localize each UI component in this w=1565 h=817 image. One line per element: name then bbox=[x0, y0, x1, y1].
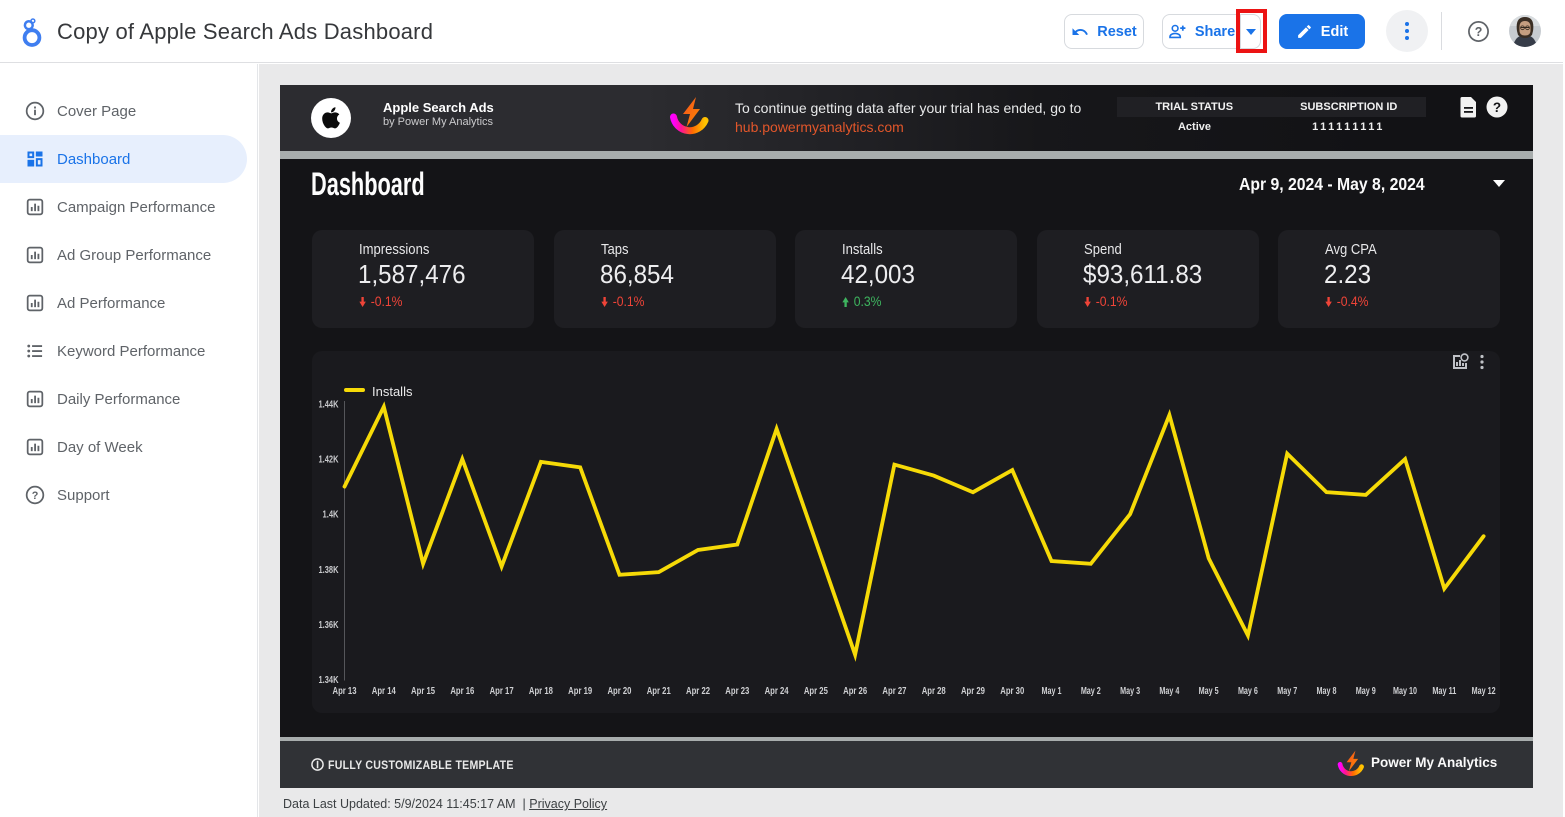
svg-text:May 3: May 3 bbox=[1120, 686, 1140, 697]
svg-text:Apr 30: Apr 30 bbox=[1000, 686, 1024, 697]
svg-text:May 2: May 2 bbox=[1081, 686, 1101, 697]
svg-text:Apr 16: Apr 16 bbox=[450, 686, 474, 697]
svg-text:May 1: May 1 bbox=[1042, 686, 1062, 697]
svg-text:Apr 13: Apr 13 bbox=[333, 686, 357, 697]
svg-text:Apr 19: Apr 19 bbox=[568, 686, 592, 697]
svg-text:1.4K: 1.4K bbox=[323, 509, 339, 521]
svg-text:Apr 22: Apr 22 bbox=[686, 686, 710, 697]
svg-text:1.38K: 1.38K bbox=[319, 564, 339, 576]
svg-text:May 5: May 5 bbox=[1199, 686, 1219, 697]
svg-text:Apr 26: Apr 26 bbox=[843, 686, 867, 697]
svg-text:May 8: May 8 bbox=[1317, 686, 1337, 697]
svg-text:1.36K: 1.36K bbox=[319, 619, 339, 631]
svg-text:Apr 27: Apr 27 bbox=[882, 686, 906, 697]
svg-text:Apr 29: Apr 29 bbox=[961, 686, 985, 697]
svg-text:May 9: May 9 bbox=[1356, 686, 1376, 697]
svg-text:Apr 25: Apr 25 bbox=[804, 686, 828, 697]
svg-text:Apr 21: Apr 21 bbox=[647, 686, 671, 697]
svg-text:Apr 28: Apr 28 bbox=[922, 686, 946, 697]
svg-text:May 7: May 7 bbox=[1277, 686, 1297, 697]
svg-text:1.34K: 1.34K bbox=[319, 674, 339, 686]
svg-text:1.44K: 1.44K bbox=[319, 399, 339, 411]
svg-text:May 6: May 6 bbox=[1238, 686, 1258, 697]
svg-text:1.42K: 1.42K bbox=[319, 454, 339, 466]
svg-text:May 11: May 11 bbox=[1432, 686, 1456, 697]
svg-text:?: ? bbox=[1475, 25, 1483, 39]
svg-text:Apr 15: Apr 15 bbox=[411, 686, 435, 697]
svg-text:Apr 17: Apr 17 bbox=[490, 686, 514, 697]
svg-text:Apr 18: Apr 18 bbox=[529, 686, 553, 697]
svg-text:May 10: May 10 bbox=[1393, 686, 1417, 697]
svg-text:May 12: May 12 bbox=[1472, 686, 1496, 697]
svg-text:Apr 24: Apr 24 bbox=[765, 686, 789, 697]
svg-text:?: ? bbox=[32, 490, 39, 502]
svg-text:May 4: May 4 bbox=[1159, 686, 1179, 697]
svg-text:Apr 23: Apr 23 bbox=[725, 686, 749, 697]
svg-text:?: ? bbox=[1493, 100, 1501, 115]
svg-text:Apr 20: Apr 20 bbox=[607, 686, 631, 697]
svg-text:Installs: Installs bbox=[372, 384, 413, 399]
svg-text:Apr 14: Apr 14 bbox=[372, 686, 396, 697]
